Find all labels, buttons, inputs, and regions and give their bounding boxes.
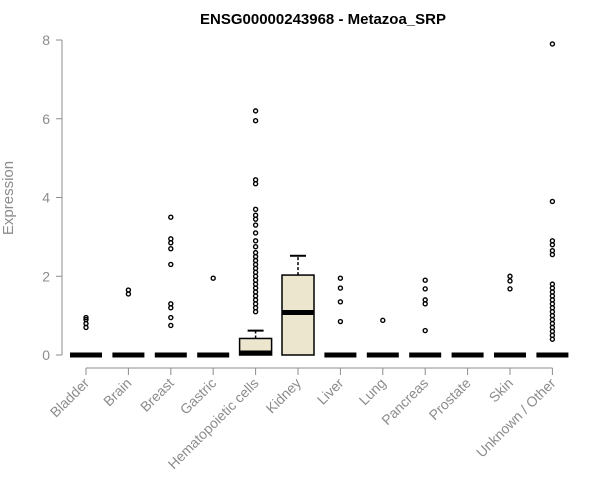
y-tick-label: 6 — [42, 111, 50, 127]
outlier-point — [337, 299, 344, 305]
outlier-point — [549, 247, 556, 254]
y-tick-label: 2 — [42, 268, 50, 284]
x-tick-label: Pancreas — [378, 375, 431, 428]
box-kidney — [281, 254, 315, 356]
box-iqr — [281, 274, 315, 356]
outlier-point — [422, 297, 428, 303]
outlier-point — [422, 277, 428, 283]
y-tick-label: 0 — [42, 347, 50, 363]
outlier-point — [337, 318, 344, 325]
x-tick-label: Skin — [486, 375, 517, 406]
y-tick-label: 8 — [42, 32, 50, 48]
x-tick-label: Liver — [314, 375, 347, 408]
outlier-point — [252, 249, 259, 256]
outlier-point — [507, 278, 513, 284]
outlier-point — [549, 281, 556, 287]
box-unknown-other — [536, 41, 569, 358]
x-tick-label: Brain — [100, 375, 134, 409]
outlier-point — [252, 222, 259, 228]
x-tick-label: Prostate — [426, 375, 474, 423]
outlier-point — [168, 301, 174, 307]
outlier-point — [252, 212, 259, 218]
box-breast — [154, 214, 187, 358]
outlier-point — [252, 230, 259, 236]
plot-area — [70, 41, 569, 358]
outlier-point — [507, 286, 513, 292]
x-tick-label: Unknown / Other — [473, 375, 559, 461]
outlier-point — [422, 286, 428, 292]
outlier-point — [83, 316, 89, 323]
y-axis-label: Expression — [0, 161, 17, 235]
box-skin — [494, 273, 526, 358]
outlier-point — [168, 214, 174, 220]
outlier-point — [252, 238, 259, 244]
outlier-point — [168, 245, 174, 252]
box-pancreas — [409, 277, 442, 358]
outlier-point — [549, 198, 556, 205]
y-axis: 0 2 4 6 8 — [42, 32, 63, 363]
x-tick-label: Bladder — [47, 375, 93, 421]
outlier-point — [252, 244, 259, 250]
outlier-point — [125, 287, 132, 293]
outlier-point — [210, 275, 216, 281]
outlier-point — [168, 261, 174, 268]
box-liver — [324, 275, 357, 358]
outlier-point — [337, 285, 344, 291]
y-tick-label: 4 — [42, 190, 50, 206]
outlier-point — [252, 118, 259, 124]
outlier-point — [549, 41, 556, 47]
outlier-point — [549, 238, 556, 244]
outlier-point — [507, 273, 513, 279]
outlier-point — [252, 177, 259, 183]
box-lung — [366, 317, 399, 358]
box-gastric — [197, 275, 230, 358]
x-tick-label: Lung — [356, 375, 389, 408]
x-tick-label: Kidney — [263, 375, 305, 417]
outlier-point — [168, 322, 174, 329]
outlier-point — [252, 108, 259, 114]
outlier-point — [83, 314, 89, 321]
outlier-point — [252, 206, 259, 213]
outlier-point — [337, 275, 344, 281]
x-tick-label: Breast — [137, 375, 177, 415]
chart-title: ENSG00000243968 - Metazoa_SRP — [200, 11, 446, 28]
outlier-point — [168, 314, 174, 321]
outlier-point — [380, 317, 386, 324]
outlier-point — [168, 236, 174, 242]
outlier-point — [422, 327, 428, 334]
box-brain — [112, 287, 145, 358]
box-bladder — [70, 314, 102, 358]
box-hematopoietic-cells — [238, 108, 273, 356]
